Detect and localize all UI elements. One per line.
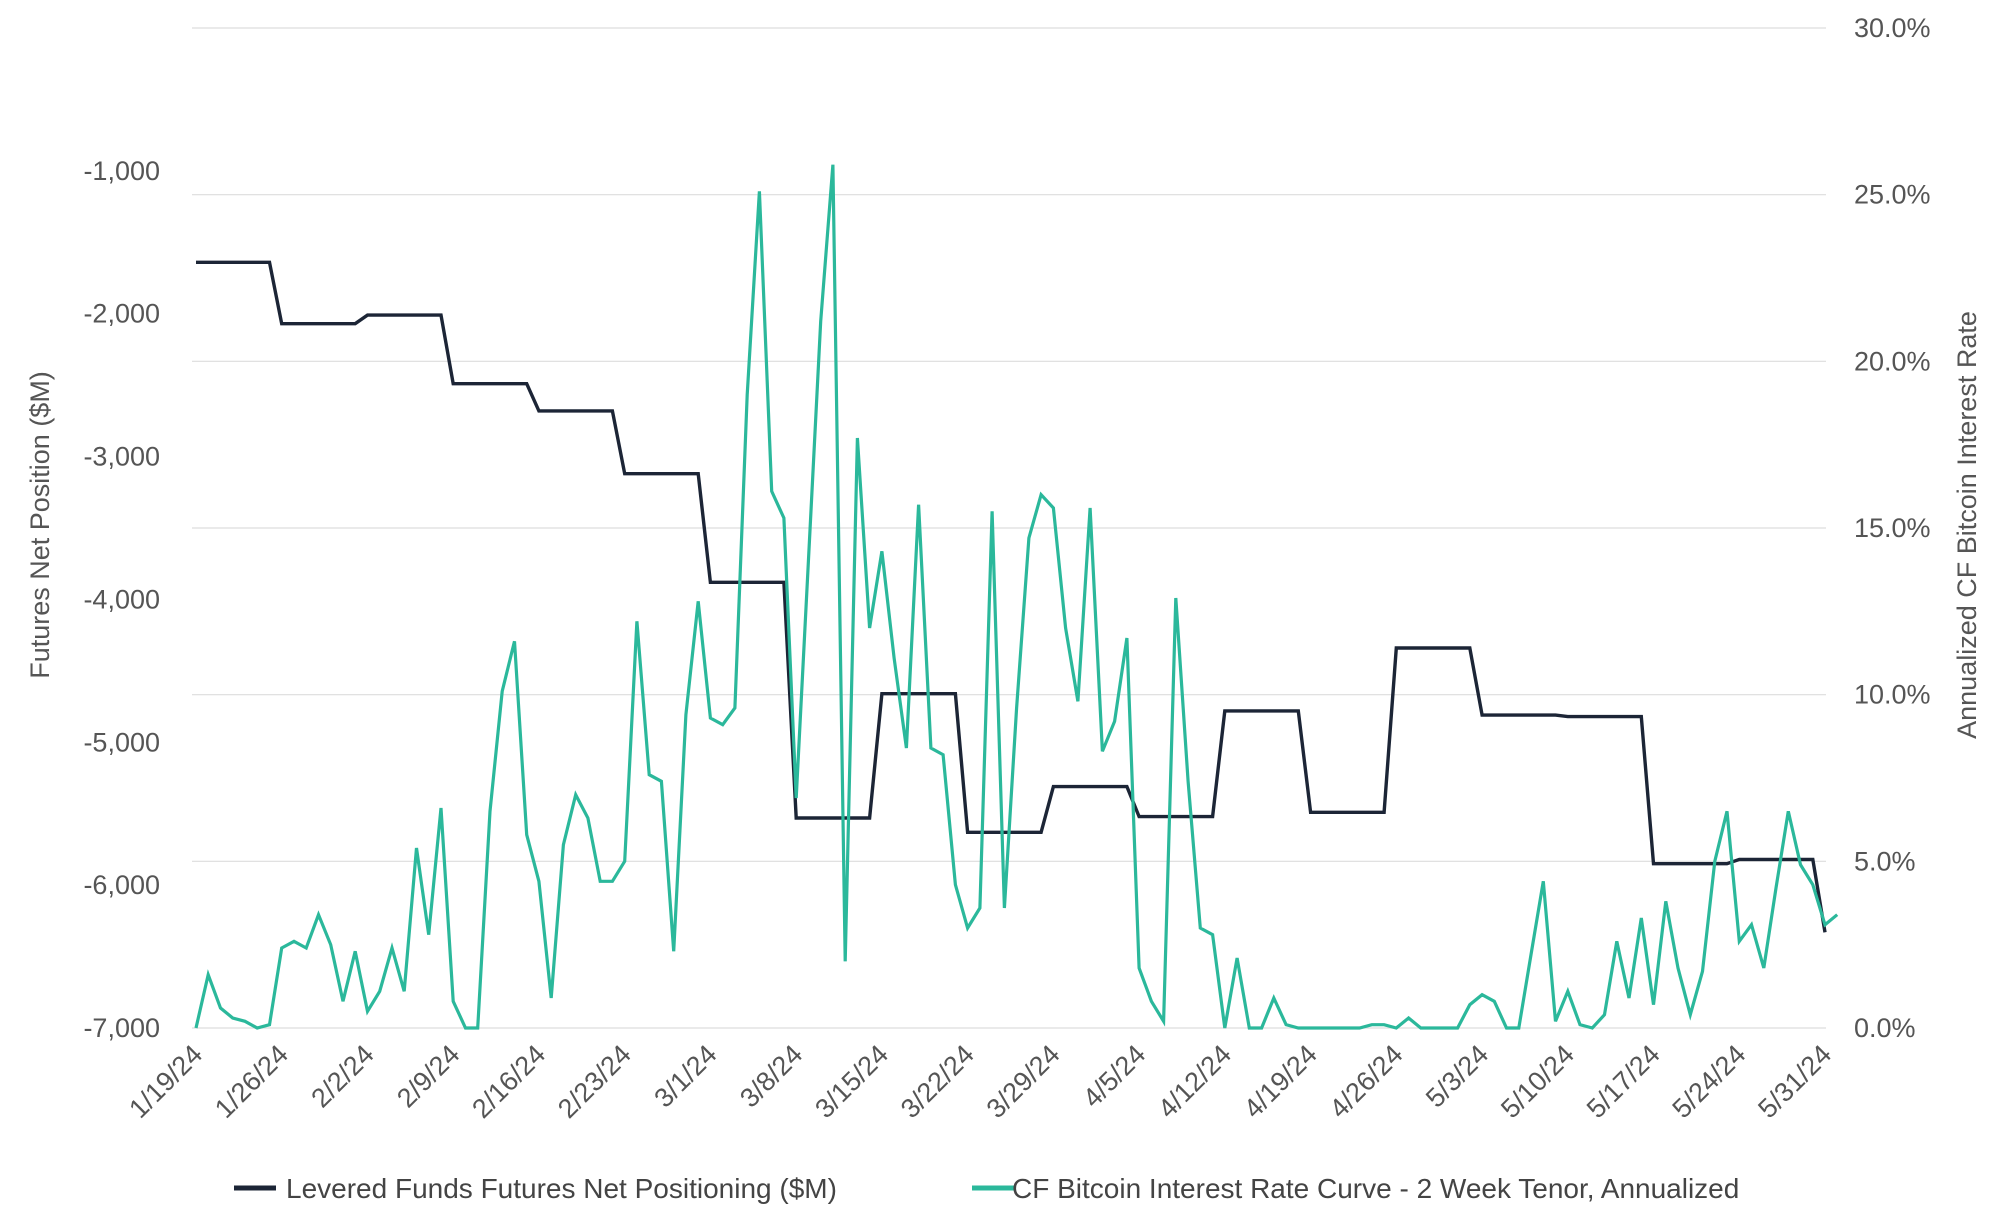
x-tick-label: 3/15/24	[809, 1039, 894, 1124]
series-layer	[194, 164, 1839, 1030]
right-tick-label: 10.0%	[1854, 680, 1931, 710]
x-tick-label: 3/1/24	[648, 1039, 722, 1113]
x-tick-label: 4/5/24	[1077, 1039, 1151, 1113]
left-tick-label: -1,000	[83, 156, 160, 186]
x-tick-label: 5/31/24	[1752, 1039, 1837, 1124]
x-axis-ticks: 1/19/24 1/26/24 2/2/24 2/9/24 2/16/24 2/23/24…	[123, 1039, 1837, 1124]
x-tick-label: 4/19/24	[1238, 1039, 1323, 1124]
series-line-levered-funds	[196, 260, 1827, 933]
x-tick-label: 3/22/24	[895, 1039, 980, 1124]
left-tick-label: -5,000	[83, 727, 160, 757]
x-tick-label: 5/24/24	[1667, 1039, 1752, 1124]
left-tick-label: -4,000	[83, 584, 160, 614]
legend-label-rate: CF Bitcoin Interest Rate Curve - 2 Week …	[1012, 1173, 1739, 1204]
x-tick-label: 5/10/24	[1495, 1039, 1580, 1124]
x-tick-label: 1/26/24	[209, 1039, 294, 1124]
legend-label-levered: Levered Funds Futures Net Positioning ($…	[286, 1173, 837, 1204]
x-tick-label: 2/9/24	[391, 1039, 465, 1113]
x-tick-label: 3/29/24	[981, 1039, 1066, 1124]
right-axis-ticks: 30.0% 25.0% 20.0% 15.0% 10.0% 5.0% 0.0%	[1854, 13, 1931, 1043]
grid-lines	[192, 27, 1826, 1029]
x-tick-label: 2/2/24	[305, 1039, 379, 1113]
left-tick-label: -6,000	[83, 870, 160, 900]
left-tick-label: -7,000	[83, 1013, 160, 1043]
left-axis-ticks: -1,000 -2,000 -3,000 -4,000 -5,000 -6,000 -7,0…	[83, 156, 160, 1043]
legend: Levered Funds Futures Net Positioning ($…	[234, 1173, 1739, 1204]
series-line-interest-rate	[194, 164, 1839, 1030]
left-tick-label: -3,000	[83, 442, 160, 472]
x-tick-label: 2/16/24	[466, 1039, 551, 1124]
right-axis-title: Annualized CF Bitcoin Interest Rate	[1952, 311, 1982, 739]
x-tick-label: 2/23/24	[552, 1039, 637, 1124]
x-tick-label: 3/8/24	[734, 1039, 808, 1113]
right-tick-label: 0.0%	[1854, 1013, 1916, 1043]
x-tick-label: 4/26/24	[1324, 1039, 1409, 1124]
left-tick-label: -2,000	[83, 299, 160, 329]
x-tick-label: 5/3/24	[1420, 1039, 1494, 1113]
right-tick-label: 20.0%	[1854, 346, 1931, 376]
right-tick-label: 15.0%	[1854, 513, 1931, 543]
right-tick-label: 25.0%	[1854, 180, 1931, 210]
x-tick-label: 5/17/24	[1581, 1039, 1666, 1124]
right-tick-label: 5.0%	[1854, 846, 1916, 876]
right-tick-label: 30.0%	[1854, 13, 1931, 43]
x-tick-label: 4/12/24	[1152, 1039, 1237, 1124]
left-axis-title: Futures Net Position ($M)	[25, 371, 55, 679]
x-tick-label: 1/19/24	[123, 1039, 208, 1124]
